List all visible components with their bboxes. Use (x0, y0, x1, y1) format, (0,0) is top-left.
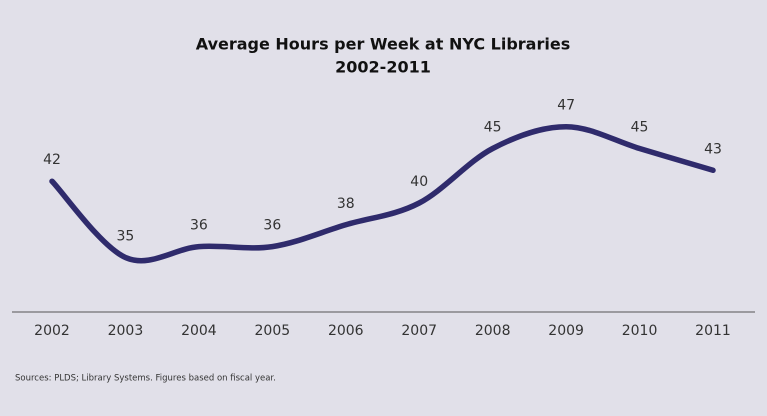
x-tick-label: 2009 (548, 323, 584, 339)
x-tick-label: 2008 (475, 323, 511, 339)
data-label: 42 (43, 152, 61, 168)
x-tick-label: 2011 (695, 323, 731, 339)
data-label: 36 (190, 218, 208, 234)
source-note: Sources: PLDS; Library Systems. Figures … (15, 374, 276, 384)
data-label: 45 (631, 120, 649, 136)
x-tick-label: 2005 (255, 323, 291, 339)
data-label: 45 (484, 120, 502, 136)
x-tick-label: 2006 (328, 323, 364, 339)
x-tick-label: 2007 (401, 323, 437, 339)
chart-title: Average Hours per Week at NYC Libraries (196, 35, 570, 54)
x-tick-label: 2010 (622, 323, 658, 339)
data-label: 38 (337, 196, 355, 212)
data-label: 36 (263, 218, 281, 234)
x-tick-label: 2002 (34, 323, 70, 339)
data-label: 35 (117, 229, 135, 245)
data-label: 47 (557, 98, 575, 114)
x-tick-label: 2003 (108, 323, 144, 339)
data-label: 40 (410, 174, 428, 190)
x-tick-label: 2004 (181, 323, 217, 339)
line (49, 123, 716, 264)
chart-subtitle: 2002-2011 (335, 58, 431, 77)
data-label: 43 (704, 141, 722, 157)
